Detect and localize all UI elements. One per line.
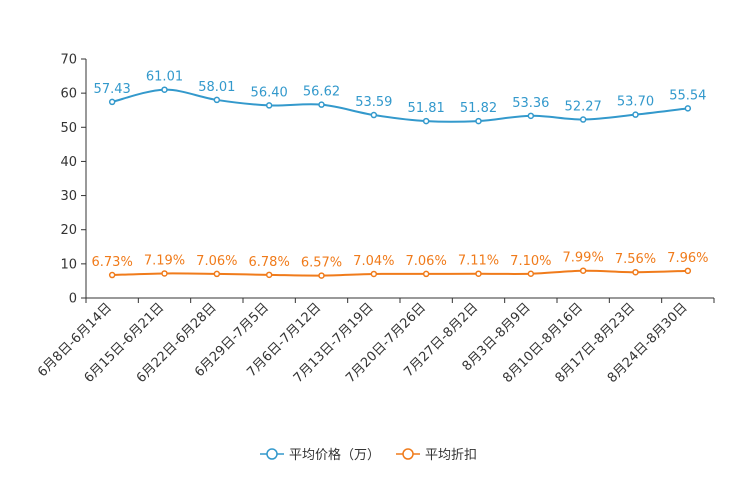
y-tick-label: 60: [60, 87, 77, 102]
data-label: 56.40: [251, 85, 288, 100]
data-label: 56.62: [303, 85, 340, 100]
series-line: [112, 269, 688, 277]
data-point[interactable]: [108, 98, 116, 106]
data-point[interactable]: [527, 112, 535, 120]
data-label: 53.36: [512, 96, 549, 111]
legend[interactable]: 平均价格（万） 平均折扣: [260, 447, 477, 463]
data-label: 58.01: [198, 80, 235, 95]
data-point[interactable]: [632, 111, 639, 118]
y-tick-label: 0: [69, 292, 77, 307]
data-point[interactable]: [213, 270, 221, 278]
data-label: 7.10%: [510, 254, 551, 269]
data-point[interactable]: [370, 111, 378, 119]
data-point[interactable]: [422, 270, 430, 278]
y-tick-label: 20: [60, 223, 77, 238]
series-line: [111, 88, 688, 123]
data-label: 7.11%: [458, 254, 499, 269]
data-point[interactable]: [161, 86, 168, 93]
y-tick-label: 30: [60, 189, 77, 204]
data-label: 7.56%: [615, 252, 656, 267]
data-point[interactable]: [108, 271, 116, 279]
data-label: 55.54: [669, 88, 706, 103]
data-point[interactable]: [579, 267, 587, 274]
legend-label: 平均折扣: [425, 448, 477, 463]
legend-item-2[interactable]: 平均折扣: [396, 448, 477, 463]
data-label: 6.78%: [249, 255, 290, 270]
y-axis: 0 10 20 30 40 50 60 70: [60, 53, 87, 307]
data-point[interactable]: [265, 102, 273, 109]
y-tick-label: 50: [60, 121, 77, 136]
legend-marker-icon: [266, 448, 278, 460]
data-point[interactable]: [318, 101, 325, 108]
data-label: 7.06%: [196, 254, 237, 269]
data-label: 53.59: [355, 95, 392, 110]
data-point[interactable]: [213, 96, 221, 104]
data-label: 6.73%: [92, 255, 133, 270]
data-point[interactable]: [684, 105, 692, 112]
data-point[interactable]: [422, 117, 430, 125]
data-point[interactable]: [370, 270, 378, 278]
series-layer: 57.43 61.01 58.01 56.40 56.62 53.59 51.81 51.82…: [92, 70, 708, 279]
data-label: 7.96%: [667, 251, 708, 266]
legend-item-1[interactable]: 平均价格（万）: [260, 447, 380, 463]
series-1: 57.43 61.01 58.01 56.40 56.62 53.59 51.81 51.82…: [94, 70, 706, 125]
data-point[interactable]: [579, 116, 587, 123]
data-label: 7.99%: [563, 251, 604, 266]
x-axis: 6月8日-6月14日6月15日-6月21日6月22日-6月28日6月29日-7月…: [35, 297, 715, 386]
data-label: 52.27: [565, 100, 602, 115]
data-point[interactable]: [318, 272, 325, 279]
data-label: 6.57%: [301, 256, 342, 271]
data-point[interactable]: [161, 270, 168, 277]
y-tick-label: 70: [60, 53, 77, 68]
legend-marker-icon: [402, 448, 414, 460]
y-tick-label: 10: [60, 257, 77, 272]
series-2: 6.73% 7.19% 7.06% 6.78% 6.57% 7.04% 7.06% 7.11%…: [92, 251, 708, 279]
data-label: 57.43: [94, 82, 131, 97]
data-point[interactable]: [527, 270, 535, 278]
data-label: 61.01: [146, 70, 183, 85]
legend-label: 平均价格（万）: [289, 447, 380, 463]
data-point[interactable]: [475, 270, 482, 277]
data-label: 53.70: [617, 95, 654, 110]
data-label: 51.81: [408, 101, 445, 116]
data-point[interactable]: [632, 268, 639, 276]
data-label: 7.06%: [406, 254, 447, 269]
data-point[interactable]: [475, 117, 482, 125]
data-label: 7.04%: [353, 254, 394, 269]
data-label: 7.19%: [144, 253, 185, 268]
data-point[interactable]: [684, 267, 692, 275]
data-label: 51.82: [460, 101, 497, 116]
y-tick-label: 40: [60, 155, 77, 170]
data-point[interactable]: [265, 271, 273, 279]
